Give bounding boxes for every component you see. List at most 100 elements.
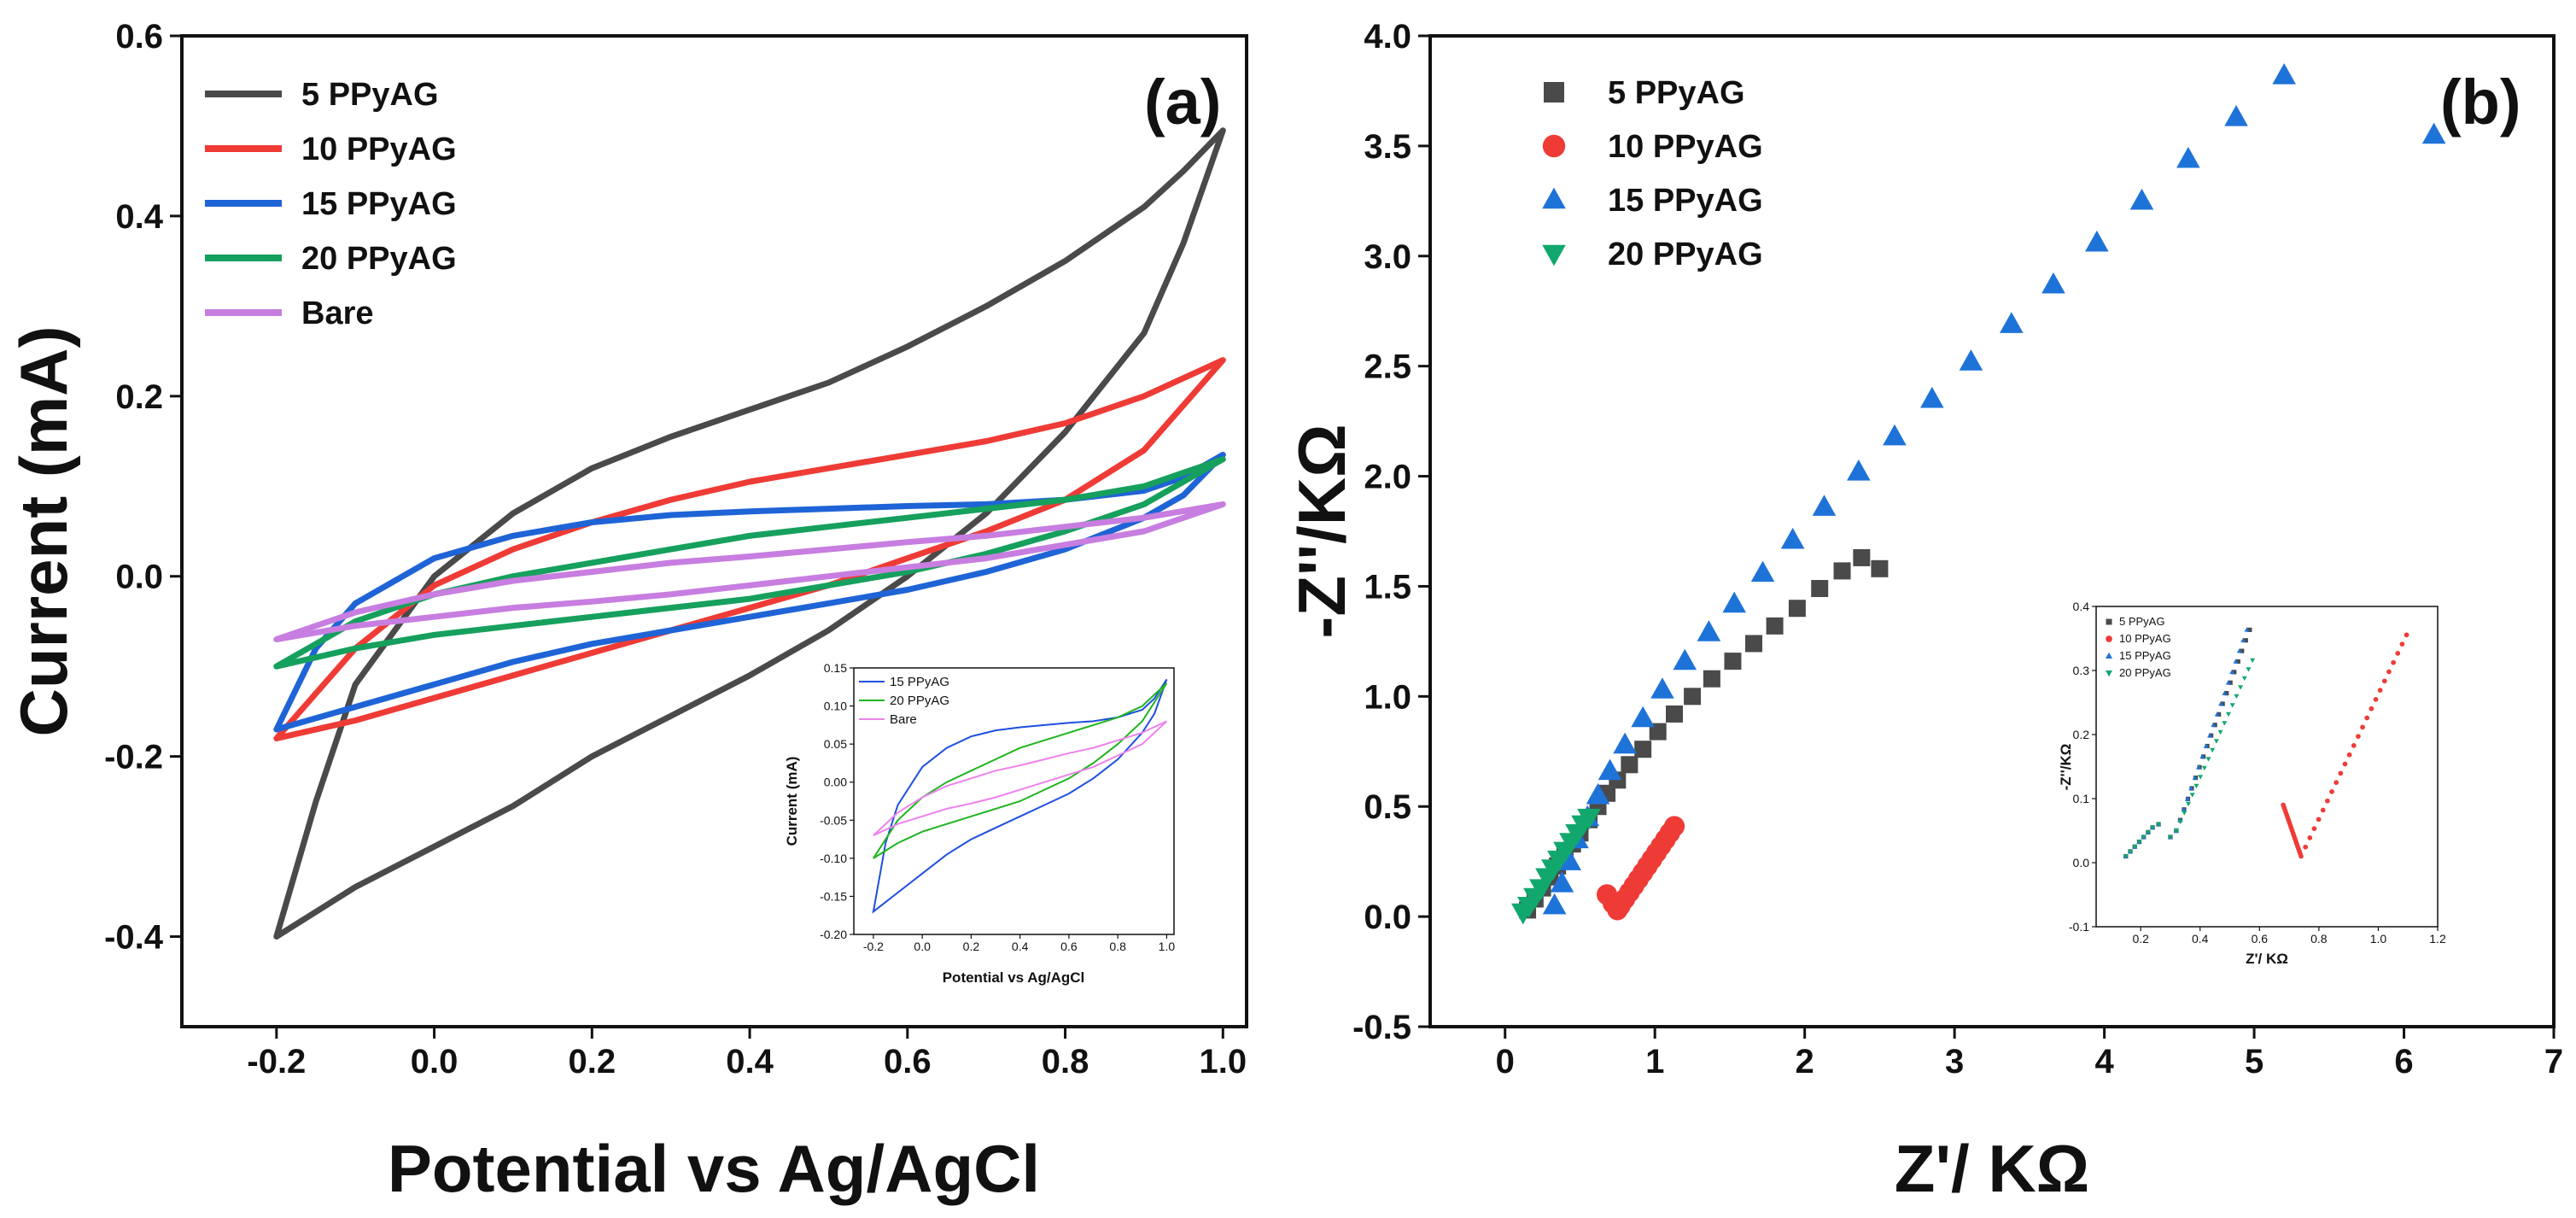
inset-data-point — [2224, 691, 2229, 696]
panel-b-xtick-label: 3 — [1945, 1043, 1964, 1080]
panel-b-inset-xtick-label: 1.2 — [2429, 932, 2446, 946]
inset-data-point — [2222, 721, 2228, 726]
inset-data-point — [2240, 637, 2246, 642]
data-point — [2176, 146, 2200, 168]
panel-b-xlabel: Z'/ KΩ — [1895, 1131, 2089, 1206]
panel-a-inset-xtick-label: 0.6 — [1060, 940, 1078, 953]
inset-legend-label: 5 PPyAG — [2119, 615, 2164, 628]
panel-b-inset-ytick-label: 0.3 — [2073, 664, 2090, 677]
legend-label: 5 PPyAG — [301, 77, 439, 113]
inset-data-point — [2218, 700, 2224, 706]
panel-a-inset-ytick-label: -0.05 — [820, 813, 847, 827]
inset-data-point — [2217, 729, 2223, 735]
data-point — [2129, 188, 2154, 210]
panel-a-xtick-label: -0.2 — [247, 1043, 306, 1080]
inset-data-point — [2181, 806, 2187, 811]
inset-data-point — [2228, 680, 2233, 685]
inset-data-point — [2299, 853, 2304, 859]
legend-marker — [1542, 187, 1566, 209]
panel-b-ytick-label: 1.0 — [1364, 678, 1411, 716]
inset-data-point — [2243, 638, 2248, 643]
inset-data-point — [2395, 651, 2401, 656]
inset-data-point — [2198, 775, 2204, 780]
data-point — [1542, 893, 1567, 915]
inset-data-point — [2232, 670, 2237, 675]
panel-b-inset-ytick-label: 0.0 — [2073, 856, 2090, 870]
inset-data-point — [2199, 753, 2205, 759]
panel-b-xtick-label: 5 — [2245, 1043, 2263, 1080]
inset-data-point — [2250, 658, 2256, 664]
inset-legend-label: 20 PPyAG — [2119, 666, 2171, 679]
panel-b-ytick-label: 1.5 — [1364, 568, 1411, 606]
legend-label: 20 PPyAG — [301, 241, 457, 277]
panel-b-xtick-label: 4 — [2094, 1043, 2114, 1080]
inset-data-point — [2320, 807, 2326, 813]
data-point — [1811, 580, 1829, 598]
inset-data-point — [2167, 834, 2173, 840]
panel-b-inset-ytick-label: 0.4 — [2073, 600, 2090, 613]
inset-data-point — [2156, 822, 2162, 828]
inset-legend-label: 20 PPyAG — [890, 694, 949, 708]
inset-data-point — [2236, 648, 2242, 653]
inset-data-point — [2244, 627, 2250, 632]
data-point — [1650, 677, 1674, 699]
inset-data-point — [2123, 854, 2129, 859]
data-point — [1663, 816, 1685, 837]
inset-legend-marker — [2106, 635, 2112, 642]
inset-data-point — [2369, 706, 2374, 711]
panel-b-inset-ytick-label: 0.1 — [2073, 792, 2090, 805]
data-point — [1847, 460, 1871, 481]
data-point — [1577, 808, 1601, 830]
data-point — [1557, 849, 1581, 870]
panel-a-inset-axes — [853, 667, 1175, 935]
data-point — [1959, 349, 1983, 371]
data-point — [1745, 635, 1763, 653]
inset-data-point — [2188, 785, 2194, 791]
series-line-20-ppyag — [273, 456, 1226, 670]
legend-label: 5 PPyAG — [1608, 75, 1745, 111]
inset-data-point — [2246, 667, 2252, 672]
inset-data-point — [2234, 694, 2240, 700]
data-point — [2000, 312, 2024, 333]
panel-a-inset-xtick-label: 0.8 — [1109, 940, 1126, 953]
inset-legend-marker — [2105, 652, 2113, 659]
data-point — [1883, 424, 1907, 446]
inset-data-point — [2311, 826, 2317, 831]
panel-b-ytick-label: 4.0 — [1364, 18, 1411, 56]
inset-data-point — [2240, 648, 2245, 653]
legend-marker — [1544, 82, 1564, 102]
inset-legend-label: 15 PPyAG — [2119, 649, 2171, 662]
panel-b-ytick-label: 2.5 — [1364, 348, 1411, 386]
inset-data-point — [2351, 743, 2357, 748]
panel-a-inset-ytick-label: -0.20 — [820, 928, 847, 941]
inset-series-line — [873, 682, 1168, 859]
inset-series-line — [873, 720, 1168, 837]
panel-a-inset-xtick-label: -0.2 — [863, 940, 884, 953]
data-point — [1634, 741, 1652, 758]
panel-b-inset-xtick-label: 0.2 — [2132, 932, 2149, 946]
legend-label: 15 PPyAG — [1608, 183, 1763, 219]
inset-legend-marker — [2106, 618, 2112, 625]
inset-data-point — [2220, 701, 2225, 706]
data-point — [1649, 723, 1667, 741]
panel-b-ytick-label: -0.5 — [1352, 1009, 1411, 1046]
inset-data-point — [2229, 669, 2235, 675]
series-line-5-ppyag — [273, 127, 1226, 940]
data-point — [1631, 706, 1655, 728]
panel-b-ylabel: -Z''/KΩ — [1284, 424, 1359, 638]
data-point — [1703, 670, 1720, 688]
legend-label: Bare — [301, 296, 374, 331]
inset-data-point — [2150, 825, 2156, 830]
panel-a-xtick-label: 0.2 — [569, 1043, 616, 1080]
inset-data-point — [2316, 817, 2322, 823]
data-point — [1812, 495, 1837, 516]
data-point — [2272, 63, 2296, 85]
inset-data-point — [2136, 840, 2142, 845]
inset-data-point — [2229, 703, 2235, 708]
inset-data-point — [2225, 711, 2231, 717]
data-point — [1788, 600, 1806, 618]
panel-b-inset-ylabel: -Z''/KΩ — [2058, 744, 2074, 791]
inset-data-point — [2210, 747, 2216, 753]
panel-a-label: (a) — [1144, 67, 1221, 138]
